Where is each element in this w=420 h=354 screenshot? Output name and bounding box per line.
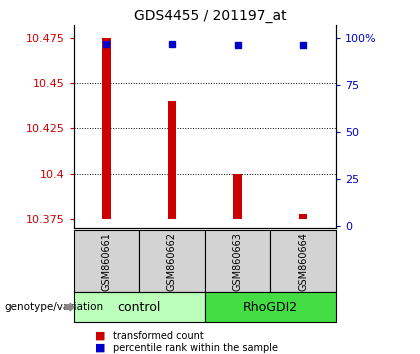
Bar (299, 214, 307, 219)
Text: GSM860663: GSM860663 (233, 232, 243, 291)
Bar (233, 174, 242, 219)
Text: RhoGDI2: RhoGDI2 (243, 301, 298, 314)
Text: GSM860664: GSM860664 (298, 232, 308, 291)
Text: GSM860662: GSM860662 (167, 232, 177, 291)
Bar (168, 101, 176, 219)
Text: ■: ■ (94, 331, 105, 341)
Text: ■: ■ (94, 343, 105, 353)
Text: GSM860661: GSM860661 (101, 232, 111, 291)
Text: percentile rank within the sample: percentile rank within the sample (113, 343, 278, 353)
Text: genotype/variation: genotype/variation (4, 302, 103, 312)
Bar (102, 38, 110, 219)
Text: control: control (118, 301, 161, 314)
Text: GDS4455 / 201197_at: GDS4455 / 201197_at (134, 9, 286, 23)
Text: transformed count: transformed count (113, 331, 204, 341)
